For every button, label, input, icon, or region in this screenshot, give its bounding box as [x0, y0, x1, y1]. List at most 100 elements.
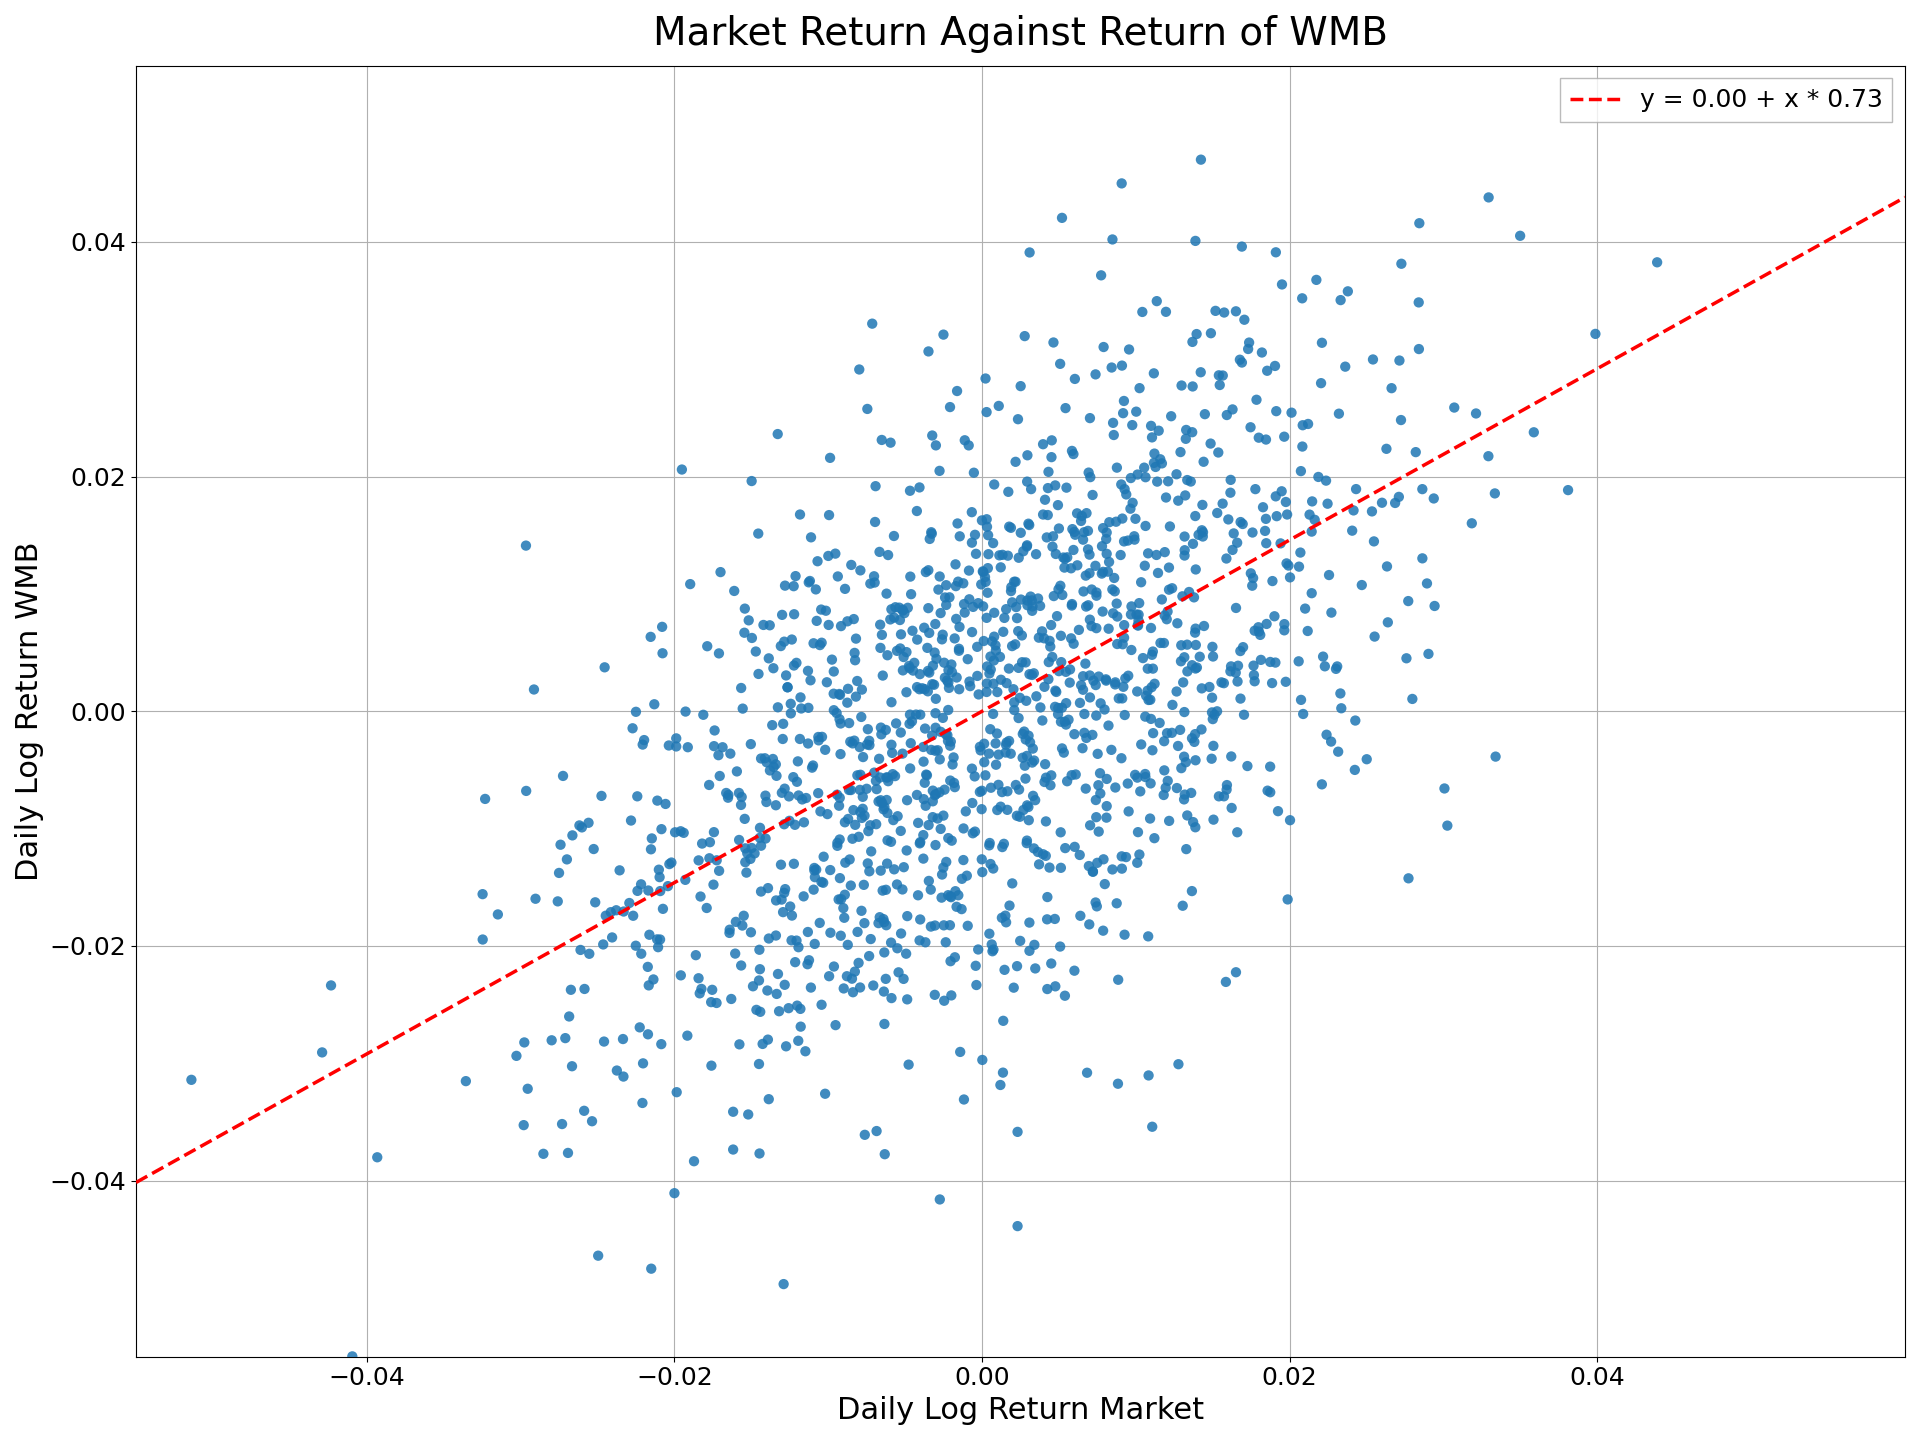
- Point: [1060, 835, 1091, 858]
- Point: [937, 753, 968, 776]
- Point: [745, 747, 776, 770]
- Point: [1062, 501, 1092, 524]
- Point: [1137, 426, 1167, 449]
- Point: [1056, 592, 1087, 615]
- Point: [780, 654, 810, 677]
- Point: [1187, 494, 1217, 517]
- Point: [1129, 706, 1160, 729]
- Point: [1169, 539, 1200, 562]
- Point: [847, 706, 877, 729]
- Point: [933, 730, 964, 753]
- Point: [1102, 456, 1133, 480]
- Point: [1085, 782, 1116, 805]
- Point: [1171, 428, 1202, 451]
- Point: [1407, 478, 1438, 501]
- Point: [987, 906, 1018, 929]
- Point: [1404, 337, 1434, 360]
- Point: [801, 609, 831, 632]
- Point: [760, 793, 791, 816]
- Point: [1215, 468, 1246, 491]
- Point: [1106, 472, 1137, 495]
- Point: [1010, 324, 1041, 347]
- Point: [876, 733, 906, 756]
- Point: [1081, 674, 1112, 697]
- Point: [1156, 721, 1187, 744]
- Point: [943, 638, 973, 661]
- Point: [678, 1149, 708, 1172]
- Point: [941, 665, 972, 688]
- Point: [1029, 753, 1060, 776]
- Point: [837, 799, 868, 822]
- Point: [1041, 681, 1071, 704]
- Point: [735, 847, 766, 870]
- Point: [509, 1031, 540, 1054]
- Point: [1179, 730, 1210, 753]
- Point: [945, 524, 975, 547]
- Point: [929, 651, 960, 674]
- Point: [1069, 521, 1100, 544]
- Point: [920, 716, 950, 739]
- Point: [918, 674, 948, 697]
- Point: [914, 340, 945, 363]
- Point: [1217, 539, 1248, 562]
- Point: [804, 912, 835, 935]
- Point: [1165, 441, 1196, 464]
- Point: [1215, 481, 1246, 504]
- Point: [860, 475, 891, 498]
- Point: [1171, 419, 1202, 442]
- Point: [1014, 240, 1044, 264]
- Point: [636, 1257, 666, 1280]
- Point: [1235, 331, 1265, 354]
- Point: [826, 684, 856, 707]
- Point: [699, 734, 730, 757]
- Point: [995, 742, 1025, 765]
- Point: [1165, 374, 1196, 397]
- Point: [1171, 838, 1202, 861]
- Point: [1413, 642, 1444, 665]
- Point: [1325, 288, 1356, 311]
- Point: [1018, 662, 1048, 685]
- Point: [831, 691, 862, 714]
- Point: [866, 624, 897, 647]
- Point: [1110, 667, 1140, 690]
- Point: [973, 834, 1004, 857]
- Point: [1046, 651, 1077, 674]
- Point: [943, 513, 973, 536]
- Point: [1044, 575, 1075, 598]
- Point: [920, 641, 950, 664]
- Point: [753, 927, 783, 950]
- Point: [753, 877, 783, 900]
- Point: [870, 878, 900, 901]
- Point: [1190, 403, 1221, 426]
- Point: [616, 717, 647, 740]
- Point: [943, 884, 973, 907]
- Point: [639, 693, 670, 716]
- Point: [1029, 770, 1060, 793]
- Point: [1129, 554, 1160, 577]
- Point: [793, 697, 824, 720]
- Point: [1142, 419, 1173, 442]
- Point: [1102, 968, 1133, 991]
- Point: [918, 672, 948, 696]
- Point: [1196, 321, 1227, 344]
- Point: [1133, 1064, 1164, 1087]
- Point: [876, 986, 906, 1009]
- Point: [1227, 351, 1258, 374]
- Point: [1246, 341, 1277, 364]
- Point: [1212, 773, 1242, 796]
- Point: [1181, 749, 1212, 772]
- Point: [854, 572, 885, 595]
- Point: [1308, 331, 1338, 354]
- Point: [1023, 841, 1054, 864]
- Point: [674, 573, 705, 596]
- Point: [1087, 562, 1117, 585]
- Point: [1221, 960, 1252, 984]
- Point: [966, 798, 996, 821]
- Point: [797, 755, 828, 778]
- Point: [1164, 734, 1194, 757]
- Point: [659, 1182, 689, 1205]
- Point: [1083, 665, 1114, 688]
- Point: [806, 870, 837, 893]
- Point: [1238, 670, 1269, 693]
- Point: [783, 1030, 814, 1053]
